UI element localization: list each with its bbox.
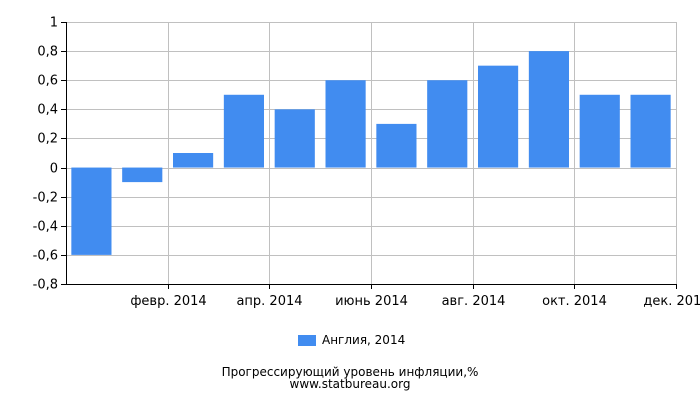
bar: [325, 80, 366, 168]
chart-caption: Прогрессирующий уровень инфляции,%: [221, 365, 479, 379]
bar: [630, 94, 671, 168]
x-tick-label: февр. 2014: [130, 294, 206, 309]
x-tick-label: дек. 2014: [643, 294, 700, 309]
y-tick-label: 0: [50, 162, 58, 177]
bar: [173, 153, 214, 168]
y-tick-label: -0,6: [33, 249, 58, 264]
source-caption: www.statbureau.org: [289, 377, 411, 391]
legend-label: Англия, 2014: [322, 333, 406, 347]
bar: [376, 123, 417, 168]
legend-swatch: [298, 334, 316, 346]
y-tick-label: 0,2: [37, 132, 58, 147]
bar: [478, 65, 519, 168]
y-tick-label: -0,2: [33, 191, 58, 206]
bar: [427, 80, 468, 168]
y-tick-label: 0,4: [37, 103, 58, 118]
y-tick-label: 0,6: [37, 74, 58, 89]
bar: [223, 94, 264, 168]
y-tick-label: 1: [50, 16, 58, 31]
y-tick-label: -0,8: [33, 278, 58, 293]
x-tick-label: окт. 2014: [542, 294, 607, 309]
x-tick-label: июнь 2014: [335, 294, 408, 309]
legend: Англия, 2014: [298, 333, 405, 347]
bar: [122, 167, 163, 183]
bar: [528, 51, 569, 168]
bar: [274, 109, 315, 168]
y-tick-label: 0,8: [37, 45, 58, 60]
bar: [71, 167, 112, 255]
y-tick-label: -0,4: [33, 220, 58, 235]
x-tick-label: апр. 2014: [236, 294, 302, 309]
bar: [579, 94, 620, 168]
x-tick-label: авг. 2014: [442, 294, 506, 309]
